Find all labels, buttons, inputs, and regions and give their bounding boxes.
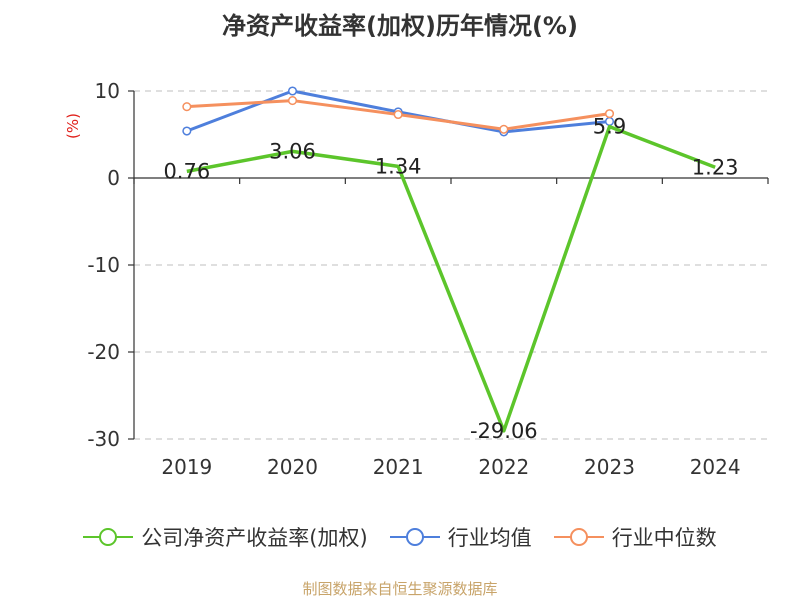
data-label: 1.34 — [375, 154, 422, 178]
series-point — [182, 102, 192, 112]
chart-title: 净资产收益率(加权)历年情况(%) — [222, 12, 578, 40]
legend-swatch-marker — [99, 528, 118, 546]
y-tick-label: 0 — [107, 166, 120, 190]
legend-label: 行业均值 — [447, 526, 532, 550]
series-point — [604, 109, 615, 119]
legend-item: 行业均值 — [389, 522, 532, 552]
series-point — [499, 124, 509, 134]
y-tick-label: 10 — [95, 79, 120, 103]
y-tick-label: -10 — [87, 253, 120, 277]
series-layer — [182, 86, 716, 433]
legend-item: 公司净资产收益率(加权) — [83, 522, 368, 552]
legend-swatch — [553, 528, 604, 546]
data-label-layer: 0.76 3.06 1.34 -29.06 5.9 1.23 — [163, 115, 738, 443]
legend-swatch — [389, 528, 440, 546]
series-line — [186, 124, 716, 433]
y-tick-label: -20 — [87, 340, 120, 364]
series-point — [287, 86, 298, 96]
axis-layer: 10 0 -10 -20 -30 2019 2020 2021 2022 2023 2024 — [87, 79, 769, 479]
x-tick-label: 2021 — [373, 455, 424, 479]
grid-layer — [134, 90, 768, 440]
source-note: 制图数据来自恒生聚源数据库 — [302, 580, 498, 598]
legend: 公司净资产收益率(加权) 行业均值 行业中位数 — [0, 519, 800, 555]
data-label: 3.06 — [269, 139, 316, 163]
legend-item: 行业中位数 — [553, 522, 717, 552]
x-tick-label: 2020 — [267, 455, 318, 479]
legend-label: 行业中位数 — [611, 526, 717, 550]
data-label: -29.06 — [470, 419, 538, 443]
legend-swatch-marker — [405, 528, 424, 546]
x-tick-label: 2019 — [161, 455, 212, 479]
x-tick-label: 2022 — [478, 455, 529, 479]
y-tick-label: -30 — [87, 427, 120, 451]
data-label: 0.76 — [163, 159, 210, 183]
series-point — [182, 126, 192, 136]
x-tick-label: 2023 — [584, 455, 635, 479]
legend-swatch — [83, 528, 134, 546]
data-label: 1.23 — [692, 155, 739, 179]
x-tick-label: 2024 — [690, 455, 741, 479]
legend-label: 公司净资产收益率(加权) — [141, 526, 368, 550]
series-point — [287, 96, 298, 106]
series-point — [393, 109, 403, 120]
data-label: 5.9 — [593, 115, 626, 139]
y-axis-label: (%) — [64, 113, 82, 139]
legend-swatch-marker — [569, 528, 588, 546]
